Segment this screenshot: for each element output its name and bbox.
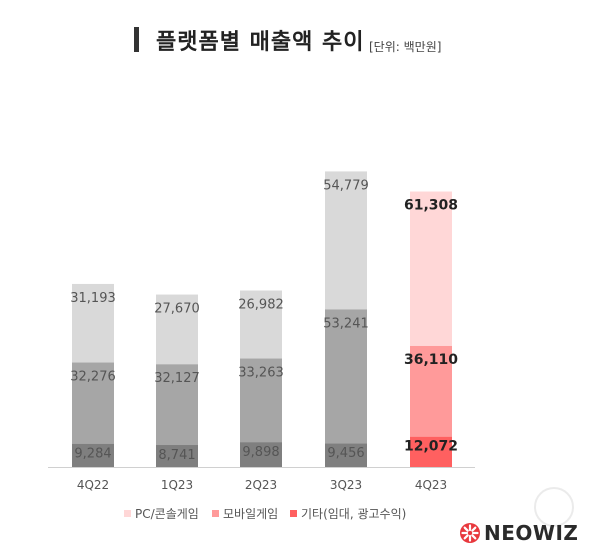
- legend-item-mobile: 모바일게임: [212, 505, 278, 522]
- bar-mobile-2Q23: [240, 358, 282, 443]
- bar-mobile-1Q23: [156, 364, 198, 446]
- bar-pc-2Q23: [240, 290, 282, 359]
- bar-other-3Q23: [325, 443, 367, 467]
- bar-other-2Q23: [240, 442, 282, 467]
- data-label-pc-4Q23: 61,308: [404, 198, 458, 214]
- title-accent-bar: [134, 27, 139, 52]
- data-label-mobile-4Q22: 32,276: [70, 369, 116, 384]
- bar-mobile-4Q22: [72, 362, 114, 444]
- bar-other-1Q23: [156, 445, 198, 467]
- bar-mobile-4Q23: [410, 345, 452, 437]
- x-tick-label-4Q23: 4Q23: [415, 478, 447, 492]
- data-label-other-2Q23: 9,898: [242, 445, 279, 460]
- data-label-mobile-2Q23: 33,263: [238, 365, 284, 380]
- bar-other-4Q23: [410, 436, 452, 467]
- data-label-other-4Q22: 9,284: [74, 447, 111, 462]
- data-label-pc-3Q23: 54,779: [323, 178, 369, 193]
- data-label-mobile-3Q23: 53,241: [323, 316, 369, 331]
- x-tick-label-4Q22: 4Q22: [77, 478, 109, 492]
- data-label-pc-2Q23: 26,982: [238, 298, 284, 313]
- chart-legend: PC/콘솔게임 모바일게임 기타(임대, 광고수익): [0, 505, 593, 525]
- bar-pc-4Q23: [410, 191, 452, 346]
- bar-mobile-3Q23: [325, 309, 367, 444]
- legend-item-pc: PC/콘솔게임: [124, 505, 199, 522]
- unit-label: [단위: 백만원]: [369, 40, 442, 54]
- data-label-mobile-4Q23: 36,110: [404, 352, 458, 368]
- bar-pc-1Q23: [156, 294, 198, 365]
- legend-item-other: 기타(임대, 광고수익): [290, 505, 406, 522]
- data-label-pc-4Q22: 31,193: [70, 291, 116, 306]
- legend-swatch-mobile: [212, 510, 219, 517]
- bar-other-4Q22: [72, 443, 114, 467]
- neowiz-logo: NEOWIZ: [459, 520, 578, 546]
- legend-label-pc: PC/콘솔게임: [135, 507, 199, 521]
- neowiz-logo-icon: [460, 523, 480, 543]
- chart-title: 플랫폼별 매출액 추이: [156, 30, 365, 55]
- legend-swatch-pc: [124, 510, 131, 517]
- x-tick-label-2Q23: 2Q23: [245, 478, 277, 492]
- bar-pc-4Q22: [72, 283, 114, 363]
- x-tick-label-1Q23: 1Q23: [161, 478, 193, 492]
- data-label-pc-1Q23: 27,670: [154, 302, 200, 317]
- neowiz-logo-text: NEOWIZ: [484, 521, 579, 545]
- data-label-other-3Q23: 9,456: [327, 446, 364, 461]
- bar-pc-3Q23: [325, 171, 367, 310]
- watermark-emblem: [534, 487, 574, 527]
- x-tick-label-3Q23: 3Q23: [330, 478, 362, 492]
- data-label-mobile-1Q23: 32,127: [154, 371, 200, 386]
- stacked-bar-chart: 9,284 32,276 31,193 4Q22 8,741 32,127 27,670 1Q…: [48, 171, 475, 492]
- legend-label-mobile: 모바일게임: [223, 507, 279, 521]
- data-label-other-4Q23: 12,072: [404, 439, 458, 455]
- data-label-other-1Q23: 8,741: [158, 448, 195, 463]
- legend-swatch-other: [290, 510, 297, 517]
- legend-label-other: 기타(임대, 광고수익): [301, 507, 407, 521]
